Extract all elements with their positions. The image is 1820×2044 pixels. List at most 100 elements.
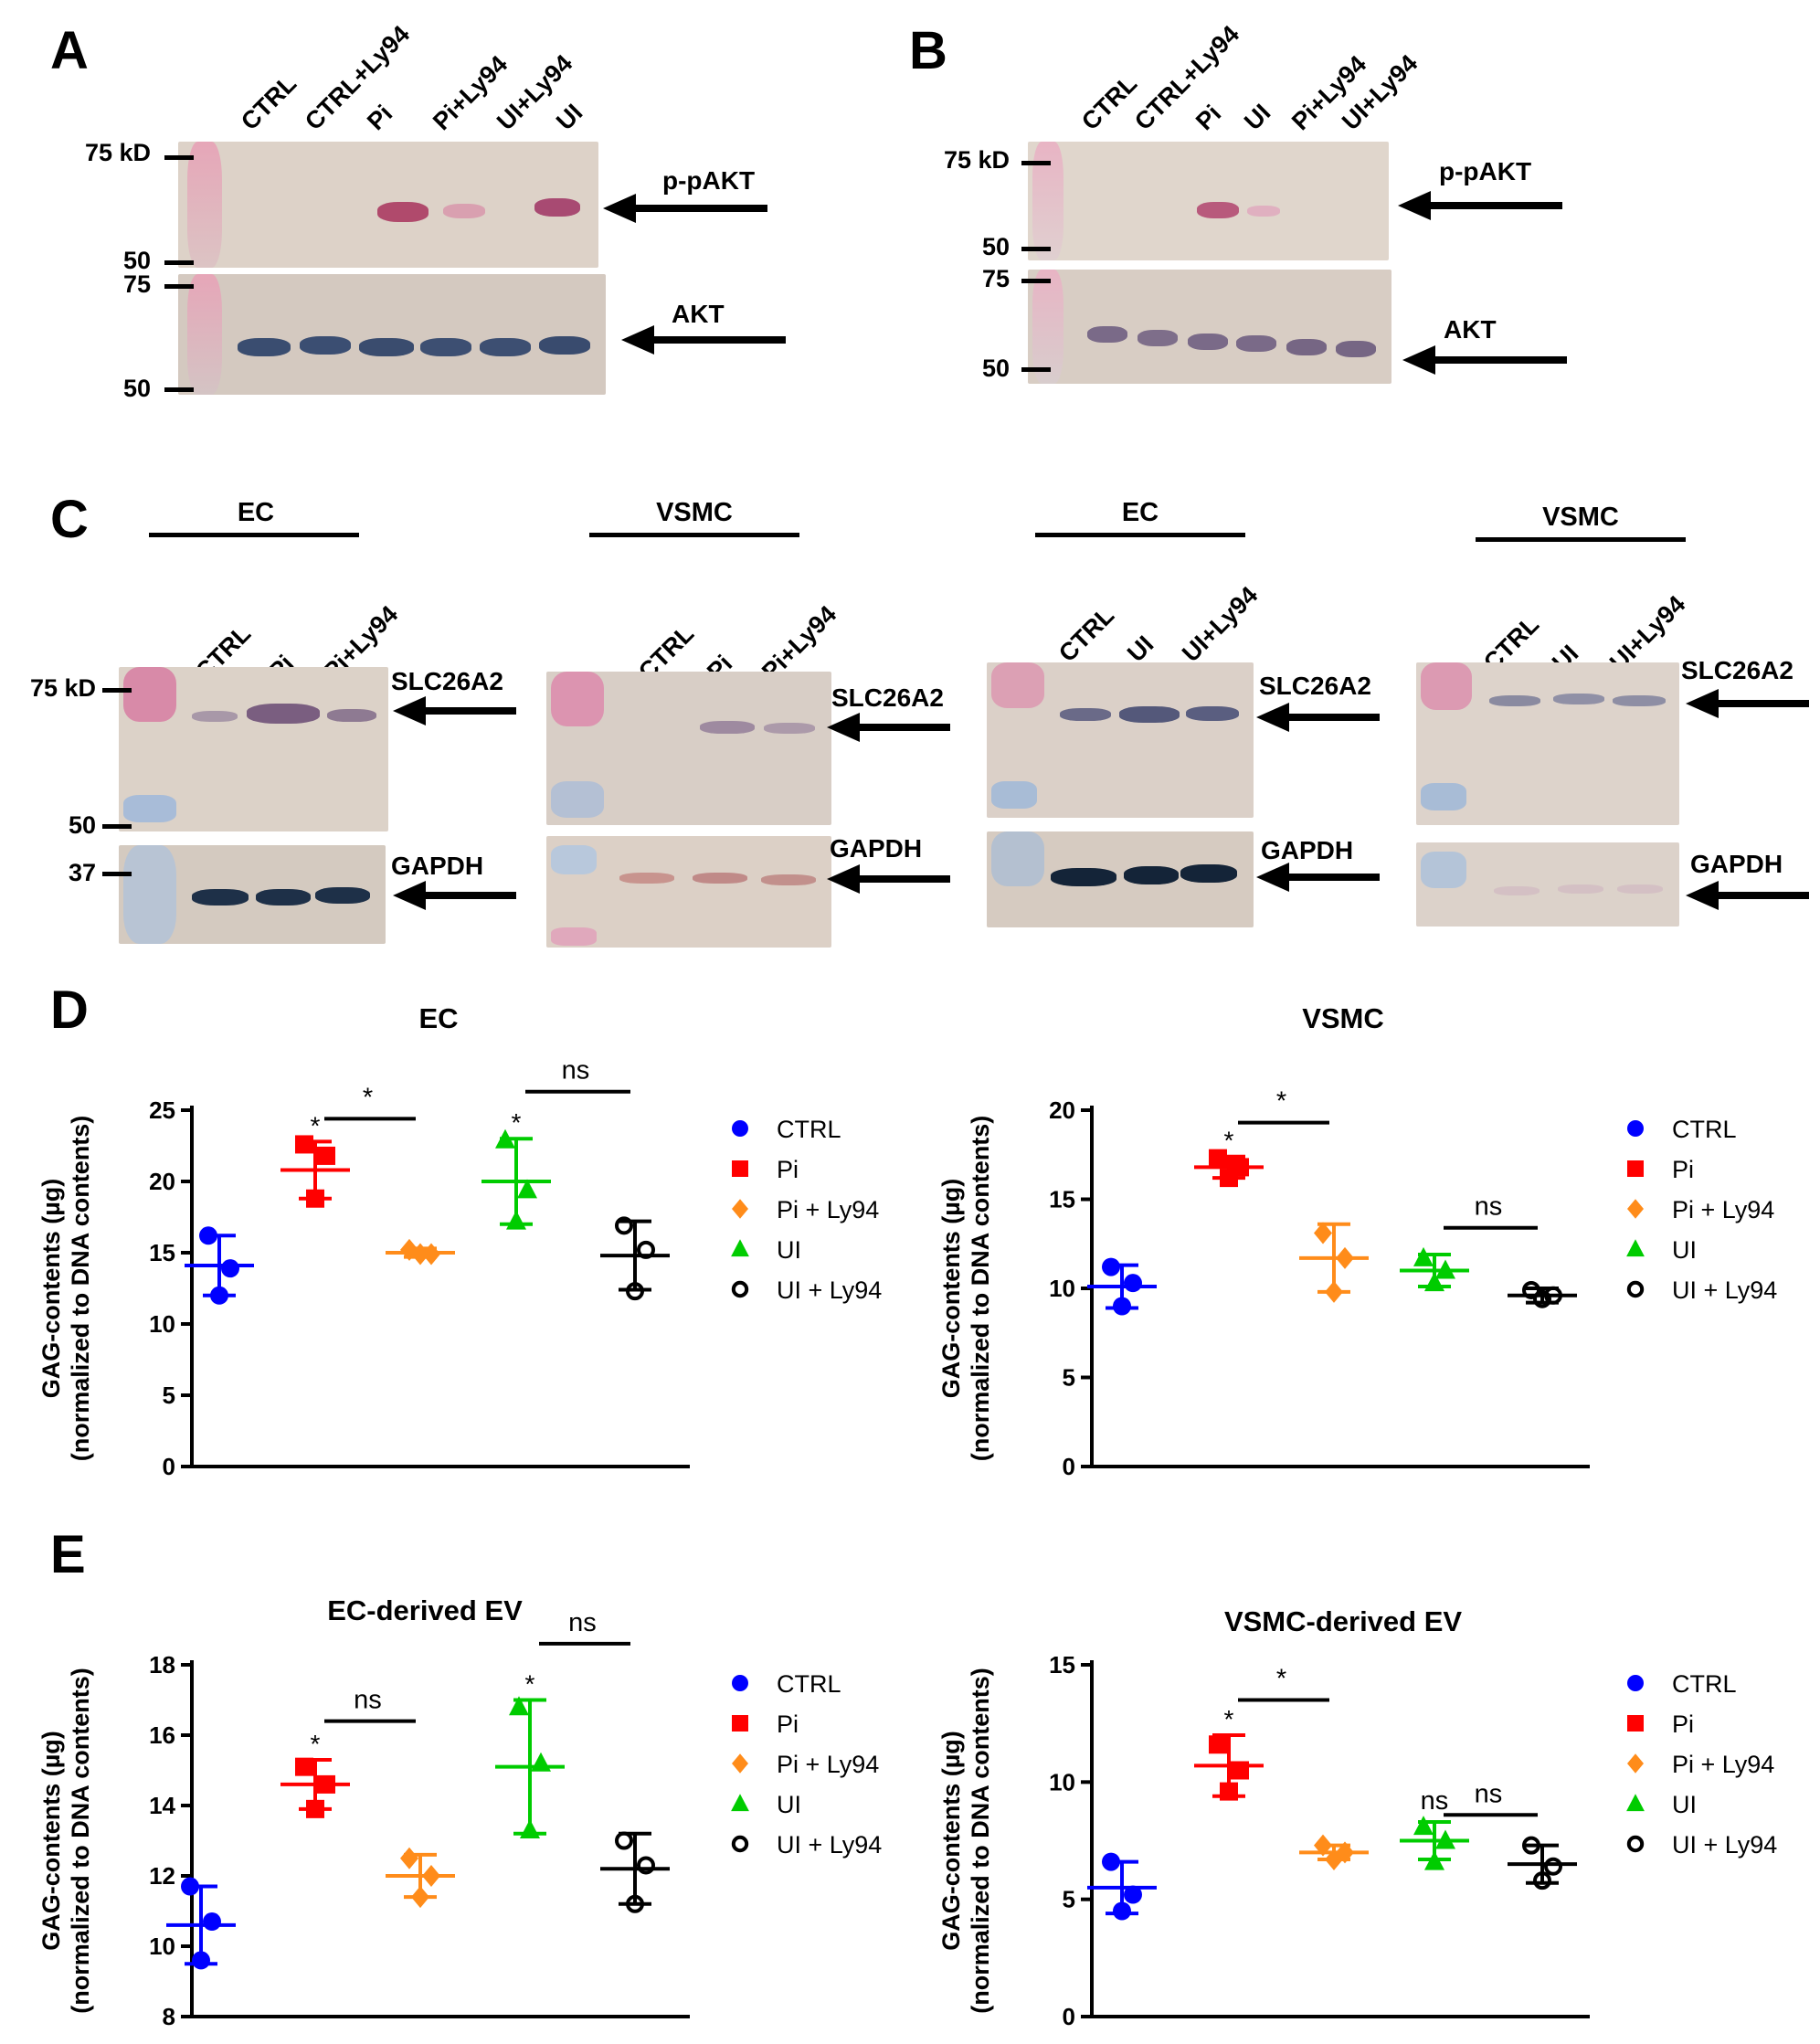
band [443,204,485,218]
legend-label: Pi + Ly94 [1672,1196,1774,1223]
mw-label: 50 [981,355,1010,382]
arrow-icon [1402,345,1567,375]
data-point [1435,1829,1455,1849]
data-point [1522,1836,1540,1855]
significance-star: * [1224,1705,1234,1733]
data-point [1413,1246,1434,1266]
legend-marker [731,1835,749,1853]
data-point [626,1894,644,1913]
significance-star: * [311,1111,321,1139]
band [1186,706,1239,721]
blot [1416,662,1679,825]
significance-star: * [311,1730,321,1758]
ladder-lane [1421,662,1472,710]
legend-label: Pi [1672,1710,1694,1738]
mw-tick [1021,161,1051,165]
band [700,721,755,734]
band [619,873,674,884]
band [1236,335,1276,352]
legend-marker [731,1239,749,1257]
data-point [199,1226,217,1245]
significance-label: ns [1475,1192,1503,1222]
mw-label: 75 [122,270,151,298]
y-tick-label: 10 [149,1310,175,1338]
ladder-lane [1032,270,1063,384]
data-point [422,1243,440,1266]
legend-label: UI + Ly94 [777,1276,882,1304]
data-point [1209,1149,1227,1168]
band [377,202,429,222]
band [1087,326,1127,343]
data-point [1220,1782,1238,1801]
data-point [615,1216,633,1235]
section-bar [589,533,799,537]
data-point [1533,1871,1551,1890]
significance-label: * [363,1083,373,1112]
legend-label: UI [1672,1791,1697,1818]
data-point [495,1128,515,1149]
legend-label: UI [1672,1236,1697,1264]
data-point [615,1831,633,1850]
mw-tick [164,155,194,160]
legend-marker [1626,1794,1645,1812]
ladder-lane [123,845,176,944]
data-point [1325,1280,1343,1303]
y-axis-label: GAG-contents (µg) [937,1731,965,1951]
arrow-icon [393,696,516,725]
band [1553,694,1604,704]
significance-label: * [1276,1665,1286,1694]
band [480,338,531,356]
y-tick-label: 0 [163,1453,175,1480]
data-point [1113,1901,1131,1921]
significance-star: * [512,1108,522,1137]
legend-label: Pi + Ly94 [1672,1751,1774,1778]
arrow-icon [621,325,786,355]
data-point [192,1951,210,1970]
arrow-icon [1256,703,1380,732]
legend-label: Pi + Ly94 [777,1196,879,1223]
significance-label: ns [562,1056,590,1086]
band [764,723,815,734]
target-label: p-pAKT [1439,157,1532,185]
ladder-lane [991,781,1037,809]
legend-label: Pi [1672,1156,1694,1183]
y-axis-label: (normalized to DNA contents) [67,1668,94,2014]
y-tick-label: 10 [1049,1275,1075,1302]
y-tick-label: 15 [1049,1651,1075,1679]
target-label: AKT [672,300,725,328]
band [238,338,291,356]
arrow-icon [1256,863,1380,892]
mw-label: 50 [122,247,151,274]
legend-marker [732,1753,748,1774]
data-point [1314,1834,1332,1857]
band [1188,334,1228,350]
legend-marker [1627,1199,1644,1219]
panel-a-letter: A [50,21,89,80]
data-point [506,1210,526,1230]
band [420,338,471,356]
data-point [517,1179,537,1199]
blot [987,662,1254,818]
arrow-icon [1398,191,1562,220]
data-point [411,1243,429,1266]
legend-label: CTRL [777,1670,841,1698]
data-point [1220,1169,1238,1188]
data-point [1231,1761,1249,1780]
target-label: p-pAKT [662,166,756,195]
band [1247,206,1280,217]
data-point [306,1799,324,1818]
legend-marker [1626,1239,1645,1257]
y-tick-label: 14 [149,1792,175,1819]
band [256,889,311,906]
legend-label: Pi [777,1710,799,1738]
data-point [637,1856,655,1875]
data-point [531,1752,551,1772]
mw-tick [102,688,132,693]
panel-a-blot-bottom [178,274,606,395]
mw-label: 37 [68,859,96,886]
mw-label: 75 kD [943,146,1010,174]
legend-marker [732,1715,748,1732]
y-tick-label: 15 [1049,1186,1075,1213]
y-tick-label: 18 [149,1651,175,1679]
